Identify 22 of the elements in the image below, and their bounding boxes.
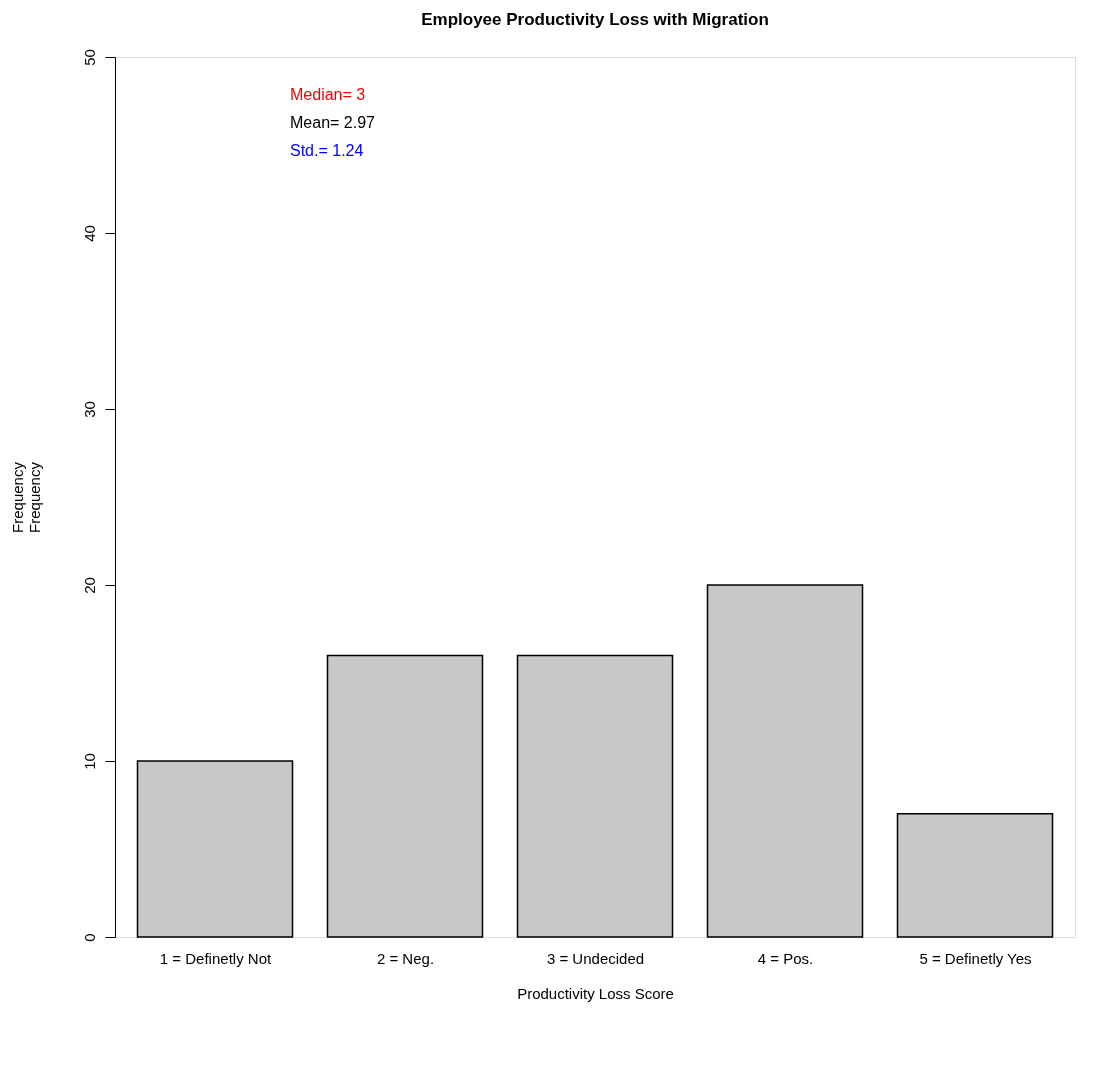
chart-title: Employee Productivity Loss with Migration (421, 9, 769, 29)
bar (326, 654, 484, 938)
bar (136, 760, 294, 938)
y-axis-title: Frequency Frequency (8, 461, 43, 533)
x-tick-label: 2 = Neg. (376, 949, 435, 967)
y-tick-label: 20 (80, 577, 98, 594)
y-tick-label: 40 (80, 225, 98, 242)
x-tick-label: 1 = Definetly Not (159, 949, 272, 967)
x-tick-label: 4 = Pos. (757, 949, 814, 967)
x-axis-title: Productivity Loss Score (517, 984, 674, 1002)
x-tick-label: 3 = Undecided (546, 949, 645, 967)
y-tick-label: 0 (80, 933, 98, 942)
annotation: Median= 3 (290, 86, 366, 103)
x-tick-label: 5 = Definetly Yes (919, 949, 1032, 967)
annotation: Std.= 1.24 (290, 142, 364, 159)
y-tick-label: 50 (80, 49, 98, 66)
bar (706, 584, 864, 938)
annotation: Mean= 2.97 (290, 114, 376, 131)
y-tick-label: 10 (80, 753, 98, 770)
bar (896, 813, 1054, 938)
bar (516, 654, 674, 938)
y-tick-label: 30 (80, 401, 98, 418)
